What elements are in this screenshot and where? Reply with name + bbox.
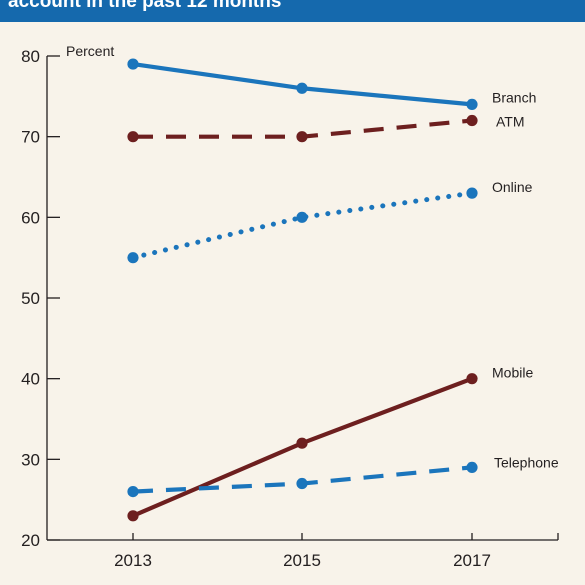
y-tick-label: 20 [21, 531, 40, 550]
y-tick-label: 80 [21, 47, 40, 66]
data-point-online [296, 211, 308, 223]
series-label-atm: ATM [496, 114, 525, 130]
x-tick-label: 2017 [453, 551, 491, 570]
series-label-telephone: Telephone [494, 454, 559, 470]
data-point-mobile [466, 373, 478, 385]
data-point-atm [466, 114, 478, 127]
chart-title: account in the past 12 months [8, 0, 282, 12]
data-point-mobile [296, 437, 308, 449]
data-point-branch [296, 82, 308, 94]
axes: 20 30 40 50 60 70 80 2013 2015 2017 [21, 47, 559, 570]
data-point-online [466, 187, 478, 199]
chart-header: account in the past 12 months [0, 0, 585, 22]
data-point-telephone [127, 486, 139, 498]
data-point-branch [127, 58, 139, 70]
data-point-mobile [127, 510, 139, 522]
series-label-online: Online [492, 179, 533, 195]
y-unit-label: Percent [66, 43, 114, 59]
data-point-atm [296, 131, 308, 143]
data-point-branch [466, 98, 478, 110]
series-layer: Branch ATM Online Mobile Telephone [127, 58, 559, 522]
y-tick-label: 70 [21, 128, 40, 147]
data-point-atm [127, 131, 139, 143]
series-line-online [130, 190, 475, 261]
x-tick-label: 2015 [283, 551, 321, 570]
data-point-telephone [466, 461, 478, 473]
data-point-online [127, 252, 139, 264]
y-tick-label: 60 [21, 208, 40, 227]
y-tick-label: 40 [21, 370, 40, 389]
data-point-telephone [296, 477, 308, 490]
series-label-branch: Branch [492, 89, 536, 105]
series-label-mobile: Mobile [492, 365, 533, 381]
x-tick-label: 2013 [114, 551, 152, 570]
y-tick-label: 30 [21, 450, 40, 469]
y-tick-label: 50 [21, 289, 40, 308]
